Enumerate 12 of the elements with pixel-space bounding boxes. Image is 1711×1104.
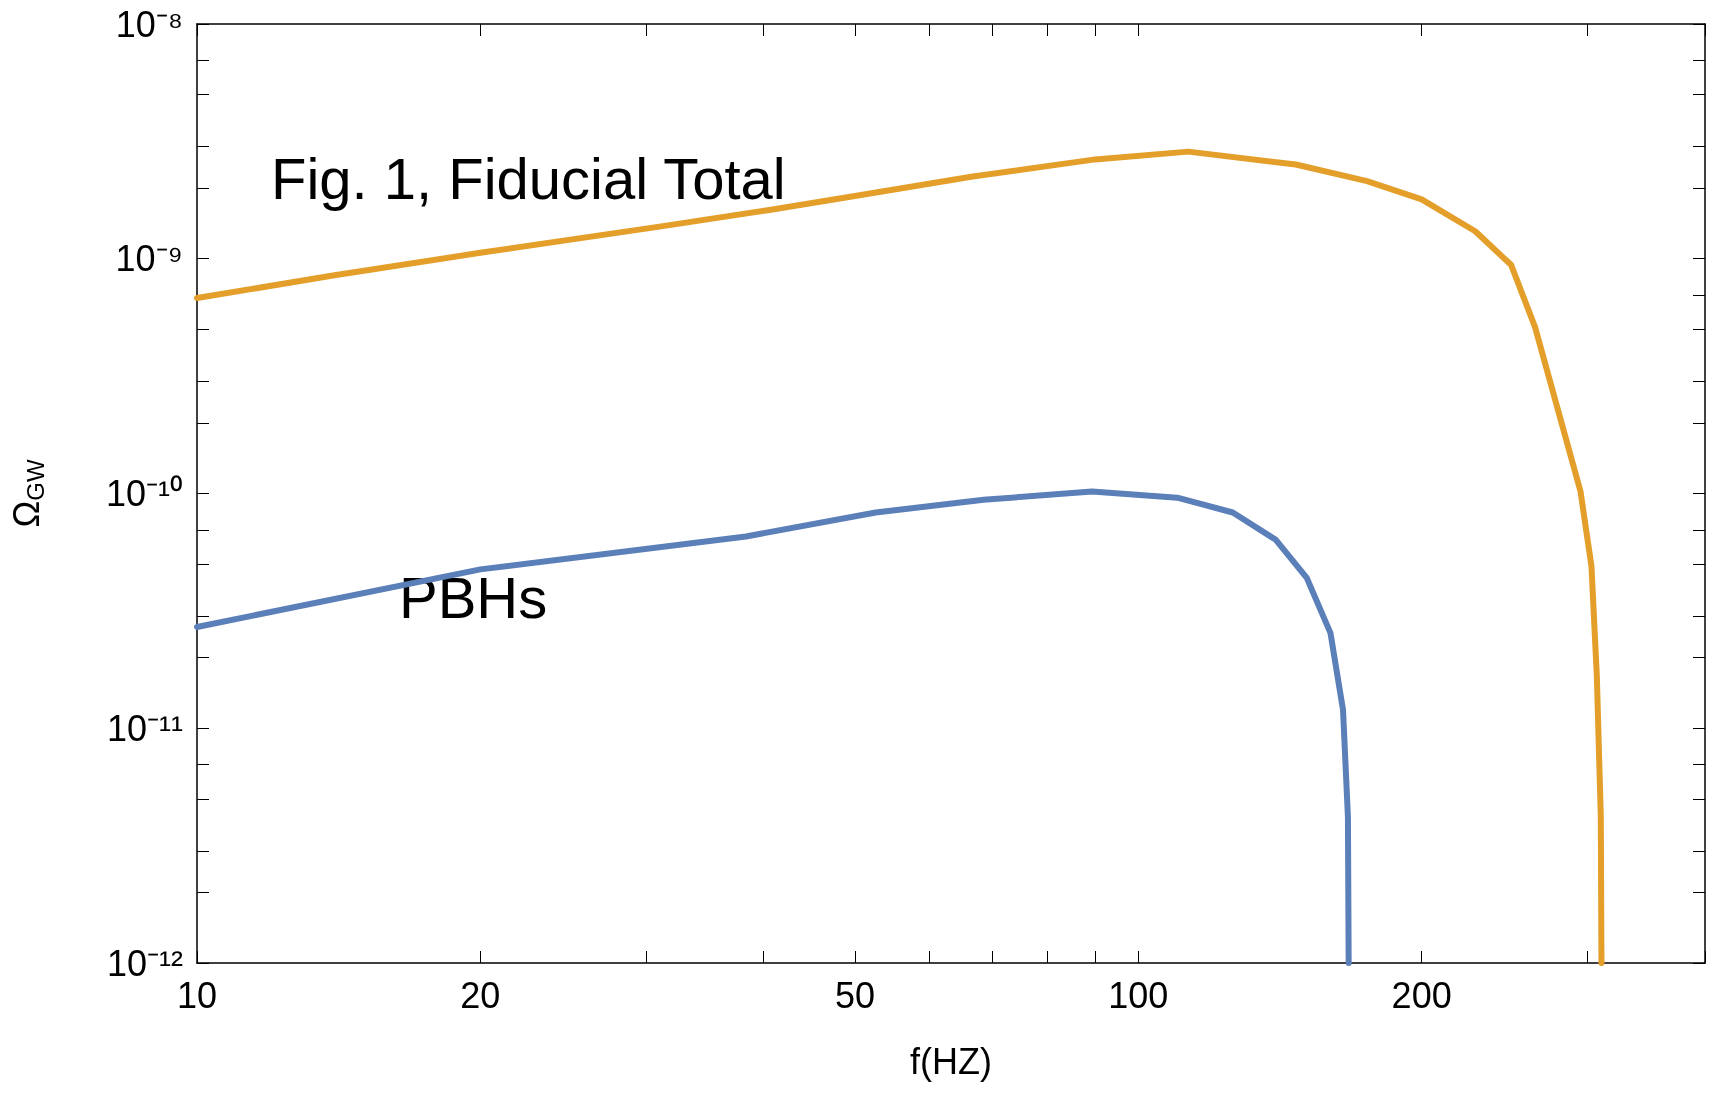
x-tick-label: 200 — [1391, 974, 1452, 1016]
y-tick-label: 10⁻⁸ — [115, 3, 183, 45]
x-tick-label: 100 — [1108, 974, 1169, 1016]
series-label: PBHs — [399, 565, 548, 631]
y-axis-title: ΩGW — [5, 459, 49, 528]
series-label: Fig. 1, Fiducial Total — [271, 145, 786, 211]
x-tick-label: 20 — [460, 974, 501, 1016]
x-axis-title: f(HZ) — [910, 1040, 992, 1082]
y-tick-label: 10⁻¹¹ — [106, 707, 183, 749]
y-tick-label: 10⁻⁹ — [115, 238, 183, 280]
x-tick-label: 50 — [834, 974, 875, 1016]
y-tick-label: 10⁻¹⁰ — [105, 473, 183, 514]
